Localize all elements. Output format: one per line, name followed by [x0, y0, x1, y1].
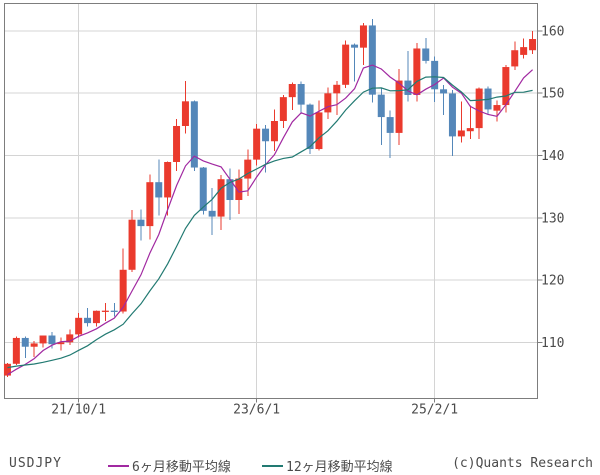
- candle: [475, 87, 483, 139]
- candle: [226, 168, 234, 221]
- candle: [208, 188, 216, 236]
- candle: [92, 310, 100, 327]
- y-tick-label: 150: [541, 87, 564, 102]
- candle: [306, 103, 314, 154]
- candle: [181, 81, 189, 134]
- candle: [155, 159, 163, 216]
- x-tick-label: 21/10/1: [51, 403, 106, 418]
- y-tick-label: 160: [541, 24, 564, 39]
- candle: [253, 123, 261, 166]
- candle: [440, 85, 448, 115]
- x-tick-label: 23/6/1: [233, 403, 280, 418]
- candle: [173, 118, 181, 172]
- candle: [466, 105, 474, 139]
- symbol-label: USDJPY: [9, 456, 62, 471]
- candle: [511, 41, 519, 71]
- plot-frame: [4, 3, 543, 403]
- candle: [66, 329, 74, 345]
- candle: [57, 337, 65, 351]
- candle: [333, 80, 341, 116]
- candle: [368, 18, 376, 103]
- candle: [351, 43, 359, 82]
- candle: [84, 308, 92, 327]
- legend-item-ma6: 6ヶ月移動平均線: [108, 456, 231, 475]
- legend-item-ma12: 12ヶ月移動平均線: [262, 456, 393, 475]
- ma6-line-swatch-icon: [108, 464, 129, 467]
- candle: [146, 174, 154, 240]
- candle: [342, 40, 350, 89]
- candle: [404, 51, 412, 102]
- candle: [21, 336, 29, 359]
- candle: [520, 38, 528, 59]
- y-tick-label: 110: [541, 336, 564, 351]
- copyright-label: (c)Quants Research: [452, 456, 593, 471]
- candle: [75, 313, 83, 338]
- candle: [288, 82, 296, 111]
- candle: [137, 209, 145, 241]
- candle: [386, 110, 394, 159]
- axis-labels: 110 120 130 140 150 160 21/10/1 23/6/1 25/2/1: [51, 24, 564, 417]
- candle: [39, 335, 47, 348]
- candles: [3, 18, 537, 378]
- candle: [101, 302, 109, 321]
- candlestick-chart: 110 120 130 140 150 160 21/10/1 23/6/1 25/2/1: [3, 3, 564, 418]
- candle: [3, 363, 11, 378]
- candle: [529, 30, 537, 54]
- candle: [448, 90, 456, 157]
- gridlines: [4, 3, 538, 399]
- candle: [279, 95, 287, 128]
- candle: [377, 87, 385, 145]
- candle: [164, 161, 172, 216]
- candle: [315, 100, 323, 151]
- x-tick-label: 25/2/1: [411, 403, 458, 418]
- candle: [119, 248, 127, 314]
- candle: [457, 101, 465, 143]
- chart-footer: USDJPY 6ヶ月移動平均線 12ヶ月移動平均線 (c)Quants Rese…: [0, 454, 600, 475]
- y-tick-label: 120: [541, 274, 564, 289]
- candle: [431, 56, 439, 103]
- ma6-legend-label: 6ヶ月移動平均線: [132, 460, 231, 475]
- candle: [12, 336, 20, 366]
- candle: [395, 69, 403, 146]
- ma12-line: [7, 76, 533, 369]
- y-tick-label: 140: [541, 149, 564, 164]
- candle: [484, 86, 492, 115]
- candle: [493, 100, 501, 122]
- candle: [324, 87, 332, 119]
- candle: [297, 81, 305, 114]
- candle: [359, 22, 367, 65]
- candle: [270, 109, 278, 152]
- candle: [110, 302, 118, 317]
- candle: [413, 42, 421, 102]
- ma12-line-swatch-icon: [262, 464, 283, 467]
- candle: [217, 174, 225, 230]
- ma12-legend-label: 12ヶ月移動平均線: [286, 460, 393, 475]
- candle: [422, 37, 430, 64]
- candle: [30, 341, 38, 358]
- candle: [128, 210, 136, 273]
- y-tick-label: 130: [541, 211, 564, 226]
- candle: [190, 100, 198, 172]
